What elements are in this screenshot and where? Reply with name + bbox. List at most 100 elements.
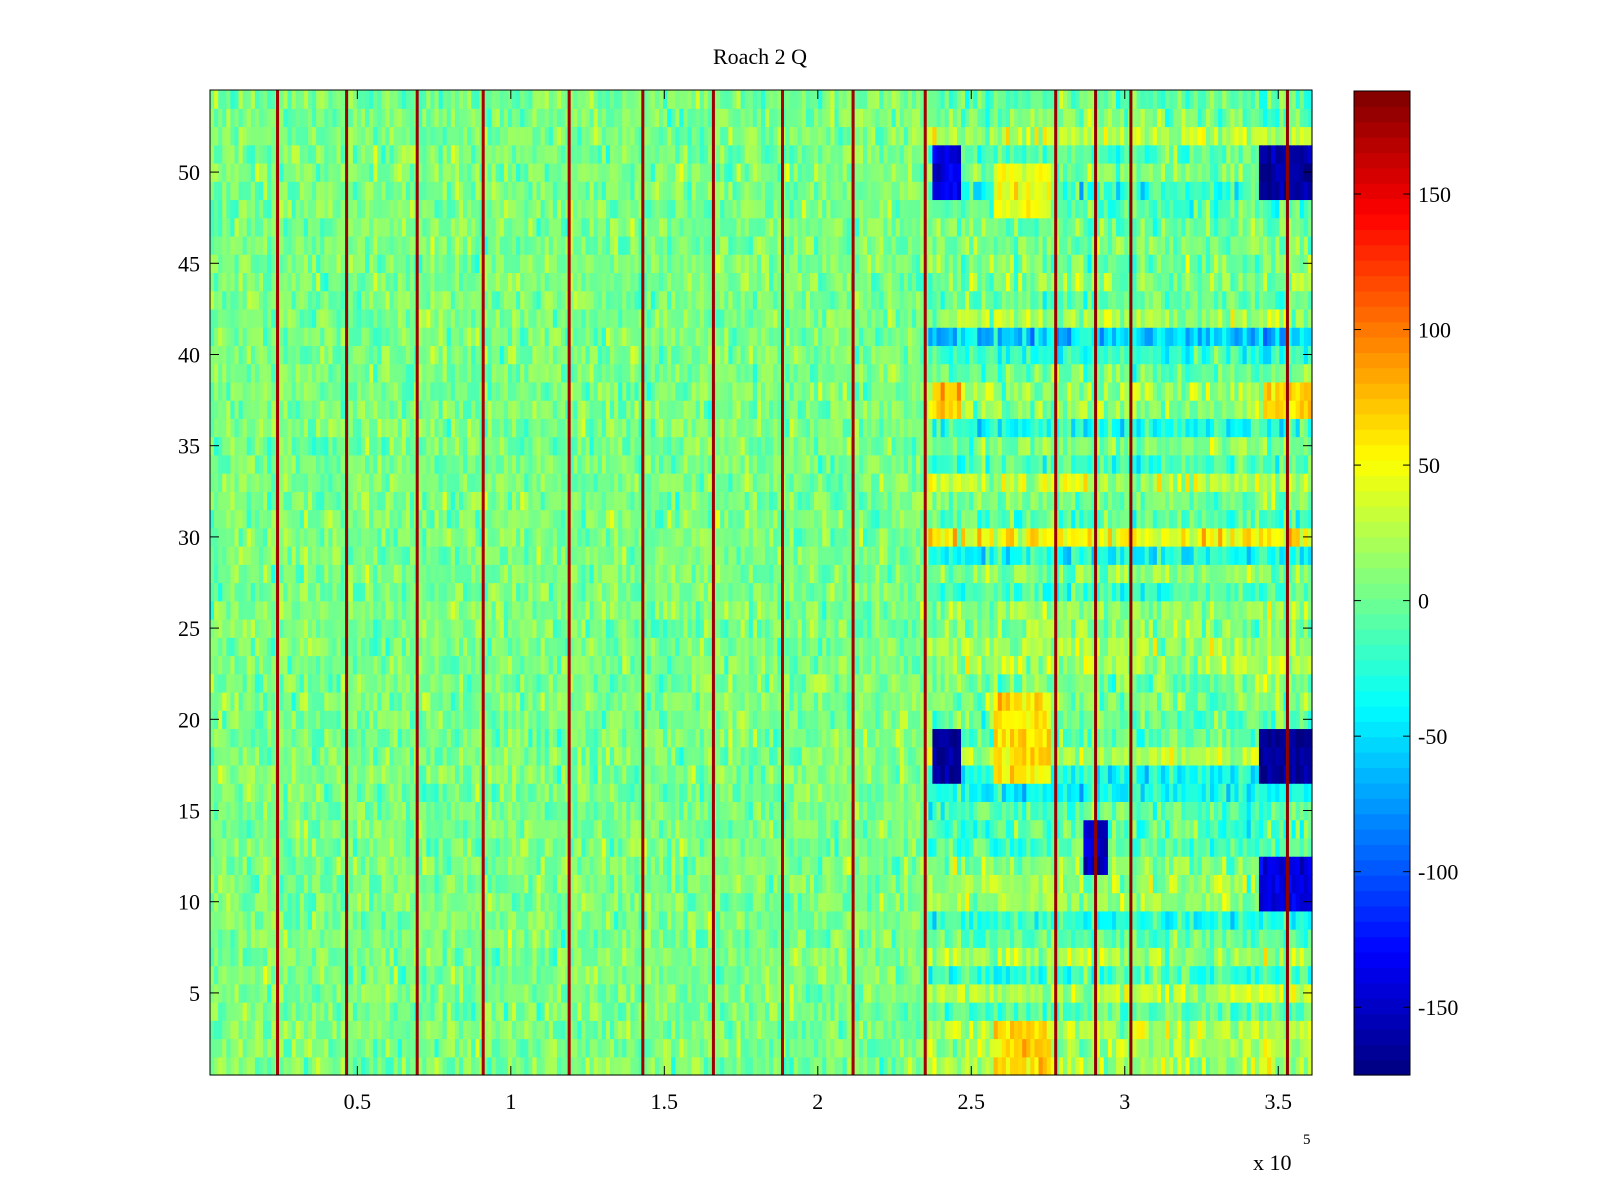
heatmap-cell xyxy=(1026,1056,1031,1076)
heatmap-cell xyxy=(499,856,505,875)
heatmap-cell xyxy=(1275,929,1280,948)
heatmap-cell xyxy=(965,801,970,821)
heatmap-cell xyxy=(1112,1002,1117,1021)
heatmap-cell xyxy=(1307,874,1313,894)
heatmap-cell xyxy=(1083,1002,1089,1021)
heatmap-cell xyxy=(1120,910,1125,930)
heatmap-cell xyxy=(736,983,742,1003)
heatmap-cell xyxy=(875,801,880,821)
heatmap-cell xyxy=(491,892,497,912)
heatmap-cell xyxy=(377,1020,383,1040)
heatmap-cell xyxy=(854,856,860,875)
heatmap-cell xyxy=(1079,1020,1085,1040)
heatmap-cell xyxy=(544,819,550,839)
heatmap-cell xyxy=(720,783,725,802)
heatmap-cell xyxy=(299,1002,305,1021)
heatmap-cell xyxy=(646,837,652,857)
heatmap-cell xyxy=(271,1020,276,1040)
heatmap-cell xyxy=(965,892,970,912)
heatmap-cell xyxy=(687,783,693,802)
heatmap-cell xyxy=(1042,746,1048,766)
heatmap-cell xyxy=(271,965,276,985)
heatmap-cell xyxy=(773,783,778,802)
heatmap-cell xyxy=(1234,783,1240,802)
heatmap-cell xyxy=(397,1002,403,1021)
heatmap-cell xyxy=(614,965,619,985)
heatmap-cell xyxy=(589,892,595,912)
heatmap-cell xyxy=(667,764,672,784)
heatmap-cell xyxy=(916,764,921,784)
heatmap-cell xyxy=(920,983,925,1003)
heatmap-cell xyxy=(695,764,701,784)
heatmap-cell xyxy=(1018,801,1023,821)
heatmap-cell xyxy=(838,929,844,948)
heatmap-cell xyxy=(585,1002,591,1021)
heatmap-cell xyxy=(875,819,880,839)
heatmap-cell xyxy=(295,1038,301,1058)
heatmap-cell xyxy=(1030,983,1036,1003)
heatmap-cell xyxy=(397,965,403,985)
heatmap-cell xyxy=(622,947,627,967)
heatmap-cell xyxy=(732,965,738,985)
heatmap-cell xyxy=(405,801,411,821)
heatmap-cell xyxy=(1054,1056,1060,1076)
heatmap-cell xyxy=(556,892,562,912)
heatmap-cell xyxy=(556,910,562,930)
heatmap-cell xyxy=(1250,947,1256,967)
heatmap-cell xyxy=(1283,1020,1289,1040)
heatmap-cell xyxy=(858,856,864,875)
heatmap-cell xyxy=(1160,929,1166,948)
heatmap-cell xyxy=(548,929,554,948)
heatmap-cell xyxy=(446,783,452,802)
heatmap-cell xyxy=(618,1056,623,1076)
heatmap-cell xyxy=(679,746,685,766)
heatmap-cell xyxy=(1160,746,1166,766)
heatmap-cell xyxy=(724,983,729,1003)
heatmap-cell xyxy=(356,746,362,766)
heatmap-cell xyxy=(801,783,807,802)
heatmap-cell xyxy=(1271,910,1276,930)
heatmap-cell xyxy=(393,1056,399,1076)
heatmap-cell xyxy=(1238,1002,1244,1021)
heatmap-cell xyxy=(352,910,358,930)
heatmap-cell xyxy=(471,764,476,784)
heatmap-cell xyxy=(650,1002,656,1021)
heatmap-cell xyxy=(1218,1056,1223,1076)
heatmap-cell xyxy=(854,837,860,857)
heatmap-cell xyxy=(520,1002,525,1021)
heatmap-cell xyxy=(1107,783,1113,802)
heatmap-cell xyxy=(809,819,815,839)
heatmap-cell xyxy=(1169,910,1174,930)
heatmap-cell xyxy=(593,965,599,985)
heatmap-cell xyxy=(618,764,623,784)
heatmap-cell xyxy=(401,801,407,821)
heatmap-cell xyxy=(516,983,521,1003)
heatmap-cell xyxy=(446,837,452,857)
heatmap-cell xyxy=(352,983,358,1003)
heatmap-cell xyxy=(1054,783,1060,802)
heatmap-cell xyxy=(887,929,893,948)
heatmap-cell xyxy=(867,764,872,784)
heatmap-cell xyxy=(605,837,611,857)
heatmap-cell xyxy=(1103,801,1109,821)
heatmap-cell xyxy=(1258,947,1264,967)
heatmap-cell xyxy=(328,892,334,912)
heatmap-cell xyxy=(295,856,301,875)
heatmap-cell xyxy=(1189,1020,1195,1040)
heatmap-cell xyxy=(458,1020,464,1040)
heatmap-cell xyxy=(814,856,819,875)
heatmap-cell xyxy=(463,1056,468,1076)
heatmap-cell xyxy=(944,1020,950,1040)
heatmap-cell xyxy=(887,764,893,784)
heatmap-cell xyxy=(552,1020,558,1040)
heatmap-cell xyxy=(422,1056,427,1076)
heatmap-cell xyxy=(467,746,472,766)
heatmap-cell xyxy=(960,837,966,857)
heatmap-cell xyxy=(630,819,636,839)
heatmap-cell xyxy=(1201,801,1207,821)
heatmap-cell xyxy=(569,910,574,930)
heatmap-cell xyxy=(765,1002,770,1021)
heatmap-cell xyxy=(593,1020,599,1040)
heatmap-cell xyxy=(503,910,509,930)
heatmap-cell xyxy=(899,1020,905,1040)
